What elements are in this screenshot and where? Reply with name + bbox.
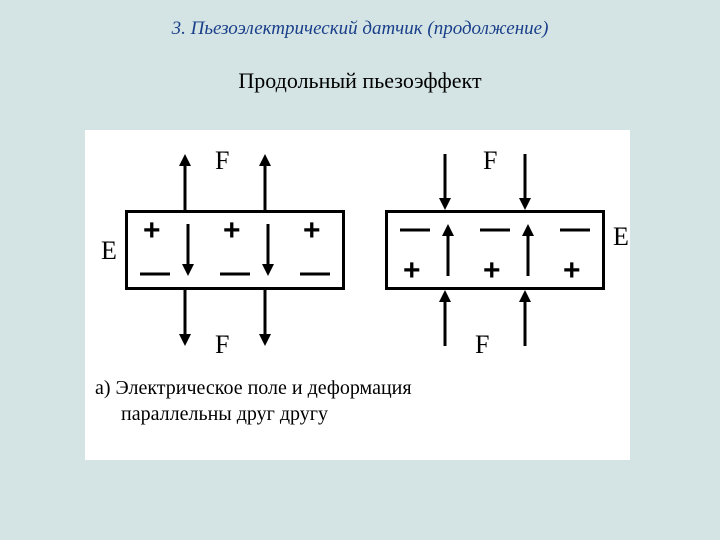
left-bot-arrow-2 (257, 290, 273, 346)
caption-line-2: параллельны друг другу (95, 403, 328, 425)
left-top-sign-3: + (303, 216, 321, 246)
right-bot-sign-2: + (483, 256, 501, 286)
right-bot-arrow-2 (517, 290, 533, 346)
slide-subtitle: Продольный пьезоэффект (0, 40, 720, 94)
right-top-arrow-2 (517, 154, 533, 210)
right-top-sign-1: — (400, 214, 430, 244)
diagram-figure: + + + — — — E F F — — — + + + E F F а) Э… (85, 130, 630, 460)
left-inner-arrow-1 (181, 224, 195, 276)
left-top-sign-2: + (223, 216, 241, 246)
left-inner-arrow-2 (261, 224, 275, 276)
right-top-sign-3: — (560, 214, 590, 244)
slide-title: 3. Пьезоэлектрический датчик (продолжени… (0, 0, 720, 40)
left-top-arrow-2 (257, 154, 273, 210)
right-bot-arrow-1 (437, 290, 453, 346)
right-inner-arrow-1 (441, 224, 455, 276)
caption-line-1: а) Электрическое поле и деформация (95, 377, 412, 399)
right-top-sign-2: — (480, 214, 510, 244)
right-bot-sign-1: + (403, 256, 421, 286)
right-top-arrow-1 (437, 154, 453, 210)
right-f-bottom: F (475, 330, 489, 360)
left-top-sign-1: + (143, 216, 161, 246)
right-bot-sign-3: + (563, 256, 581, 286)
left-bot-arrow-1 (177, 290, 193, 346)
right-inner-arrow-2 (521, 224, 535, 276)
left-bot-sign-2: — (220, 258, 250, 288)
left-bot-sign-1: — (140, 258, 170, 288)
left-bot-sign-3: — (300, 258, 330, 288)
left-e-label: E (101, 236, 117, 266)
right-e-label: E (613, 222, 629, 252)
left-f-top: F (215, 146, 229, 176)
right-f-top: F (483, 146, 497, 176)
left-top-arrow-1 (177, 154, 193, 210)
figure-caption: а) Электрическое поле и деформация парал… (95, 375, 412, 427)
left-f-bottom: F (215, 330, 229, 360)
